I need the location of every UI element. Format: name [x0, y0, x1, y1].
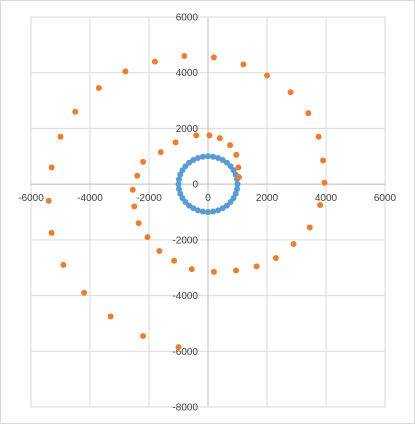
data-point [240, 61, 247, 68]
data-point [199, 208, 206, 215]
data-point [219, 157, 226, 164]
data-point [107, 313, 114, 320]
data-point [175, 176, 182, 183]
data-point [193, 132, 200, 139]
data-point [122, 68, 129, 75]
data-point [232, 190, 239, 197]
data-point [234, 181, 241, 188]
data-point [144, 234, 151, 241]
data-point [140, 332, 147, 339]
data-point [315, 133, 322, 140]
data-point [216, 135, 223, 142]
data-point [60, 261, 67, 268]
data-point [215, 154, 222, 161]
data-point [210, 54, 217, 61]
data-point [194, 207, 201, 214]
data-point [171, 257, 178, 264]
data-point [157, 149, 164, 156]
data-point [205, 153, 211, 160]
data-point [72, 108, 79, 115]
data-point [210, 153, 217, 160]
data-point [206, 132, 213, 139]
data-point [264, 72, 270, 79]
y-tick-label: -6000 [172, 347, 198, 358]
data-point [317, 202, 324, 209]
data-point [233, 151, 240, 158]
y-tick-label: 2000 [176, 124, 199, 135]
data-point [227, 142, 234, 149]
data-point [290, 241, 297, 248]
data-point [253, 263, 260, 270]
data-point [233, 267, 240, 274]
x-tick-label: 2000 [256, 193, 279, 204]
data-points [45, 53, 328, 351]
data-point [181, 53, 188, 59]
data-point [57, 133, 64, 140]
y-tick-label: 4000 [176, 68, 199, 79]
y-tick-label: -8000 [172, 403, 198, 414]
data-point [172, 139, 179, 146]
data-point [235, 174, 242, 181]
y-tick-label: 6000 [176, 13, 199, 24]
data-point [321, 179, 328, 186]
x-tick-label: 6000 [374, 193, 397, 204]
data-point [131, 203, 138, 210]
data-point [194, 154, 201, 161]
data-point [234, 185, 241, 192]
data-point [175, 185, 182, 192]
data-point [199, 153, 206, 160]
data-point [190, 205, 197, 212]
data-point [48, 229, 55, 236]
data-point [210, 208, 217, 215]
data-point [287, 89, 294, 96]
x-tick-label: -2000 [136, 193, 162, 204]
data-point [272, 254, 279, 261]
data-point [48, 164, 55, 171]
data-point [140, 158, 147, 165]
x-tick-label: 4000 [315, 193, 338, 204]
data-point [188, 266, 195, 273]
data-point [186, 202, 193, 209]
data-point [81, 289, 88, 296]
data-point [223, 159, 230, 166]
x-tick-label: 0 [205, 193, 211, 204]
y-tick-label: 0 [192, 180, 198, 191]
y-tick-label: -2000 [172, 235, 198, 246]
tick-labels: -6000 -4000 -2000 0 2000 4000 6000 -8000 -6000 -4… [18, 13, 396, 414]
data-point [134, 172, 141, 179]
data-point [175, 344, 182, 351]
data-point [235, 164, 242, 171]
data-point [95, 85, 102, 92]
data-point [129, 186, 136, 193]
data-point [45, 197, 52, 204]
data-point [305, 110, 312, 117]
data-point [215, 207, 222, 214]
data-point [190, 157, 197, 164]
data-point [205, 209, 211, 215]
y-tick-label: -4000 [172, 291, 198, 302]
x-tick-label: -6000 [18, 193, 44, 204]
data-point [219, 205, 226, 212]
data-point [135, 220, 142, 227]
data-point [306, 224, 313, 231]
data-point [156, 248, 163, 254]
data-point [177, 171, 184, 178]
data-point [320, 157, 327, 164]
x-tick-label: -4000 [77, 193, 103, 204]
data-point [151, 58, 158, 65]
data-point [210, 268, 217, 275]
data-point [175, 181, 182, 188]
